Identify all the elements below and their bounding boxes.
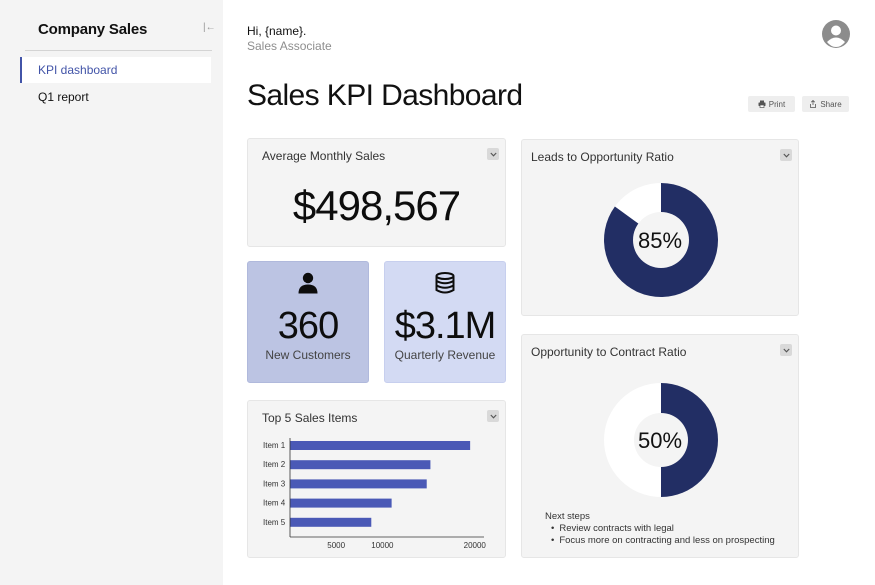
sidebar-item-q1-report[interactable]: Q1 report (38, 90, 89, 104)
card-menu-dropdown[interactable] (780, 149, 792, 161)
print-button[interactable]: Print (748, 96, 795, 112)
contract-ratio-card: Opportunity to Contract Ratio 50% Next s… (521, 334, 799, 558)
bar-item-3 (290, 479, 427, 489)
sidebar-divider (25, 50, 212, 51)
collapse-sidebar-icon[interactable]: |← (203, 22, 216, 33)
donut-arc (661, 383, 718, 497)
bar-label: Item 4 (263, 499, 286, 508)
top-sales-bar-chart: Item 1 Item 2 Item 3 Item 4 Item 5 5000 10000 2… (263, 438, 487, 550)
card-menu-dropdown[interactable] (487, 148, 499, 160)
database-icon (435, 272, 455, 294)
user-role: Sales Associate (247, 39, 332, 53)
chevron-down-icon (782, 153, 790, 158)
avg-monthly-sales-value: $498,567 (292, 182, 461, 229)
top-sales-items-card: Top 5 Sales Items Item 1 Item 2 Item 3 Item… (247, 400, 506, 558)
leads-ratio-percent: 85% (637, 228, 683, 253)
chevron-down-icon (489, 414, 497, 419)
sidebar-item-kpi-dashboard[interactable]: KPI dashboard (20, 57, 211, 83)
next-steps-title: Next steps (545, 511, 590, 522)
new-customers-value: 360 (277, 305, 339, 347)
share-icon (810, 100, 817, 108)
contract-ratio-donut (604, 383, 718, 497)
avg-monthly-sales-card: Average Monthly Sales $498,567 (247, 138, 506, 247)
share-label: Share (820, 99, 842, 109)
chevron-down-icon (489, 152, 497, 157)
quarterly-revenue-label: Quarterly Revenue (394, 348, 496, 362)
donut-hole (633, 212, 689, 268)
bar-label: Item 5 (263, 518, 286, 527)
bar-item-4 (290, 498, 392, 508)
next-step-item: Focus more on contracting and less on pr… (551, 535, 774, 547)
bar-item-2 (290, 460, 431, 470)
quarterly-revenue-value: $3.1M (394, 305, 497, 347)
share-button[interactable]: Share (802, 96, 849, 112)
greeting: Hi, {name}. (247, 24, 307, 38)
x-tick-label: 20000 (464, 541, 487, 550)
printer-icon (758, 100, 766, 108)
user-icon (298, 272, 318, 294)
card-menu-dropdown[interactable] (780, 344, 792, 356)
x-tick-label: 10000 (371, 541, 394, 550)
new-customers-label: New Customers (265, 348, 351, 362)
card-menu-dropdown[interactable] (487, 410, 499, 422)
new-customers-card: 360 New Customers (247, 261, 369, 383)
next-step-item: Review contracts with legal (551, 523, 775, 535)
leads-ratio-card: Leads to Opportunity Ratio 85% (521, 139, 799, 316)
bar-item-1 (290, 441, 471, 450)
next-steps-list: Review contracts with legal Focus more o… (551, 523, 775, 547)
page-title: Sales KPI Dashboard (247, 79, 523, 112)
avg-monthly-sales-title: Average Monthly Sales (262, 149, 386, 163)
leads-ratio-donut (604, 183, 719, 297)
bar-label: Item 3 (263, 479, 286, 488)
bar-label: Item 1 (263, 441, 286, 450)
top-sales-items-title: Top 5 Sales Items (262, 411, 358, 425)
bar-item-5 (290, 517, 372, 527)
bar-label: Item 2 (263, 460, 286, 469)
sidebar-title: Company Sales (38, 21, 148, 38)
avatar-icon[interactable] (822, 20, 850, 48)
donut-hole (634, 413, 688, 467)
chevron-down-icon (782, 348, 790, 353)
contract-ratio-percent: 50% (637, 428, 683, 453)
quarterly-revenue-card: $3.1M Quarterly Revenue (384, 261, 506, 383)
contract-ratio-title: Opportunity to Contract Ratio (531, 345, 687, 359)
print-label: Print (768, 99, 786, 109)
leads-ratio-title: Leads to Opportunity Ratio (531, 150, 674, 164)
sidebar: Company Sales |← KPI dashboard Q1 report (0, 0, 223, 585)
x-tick-label: 5000 (327, 541, 345, 550)
